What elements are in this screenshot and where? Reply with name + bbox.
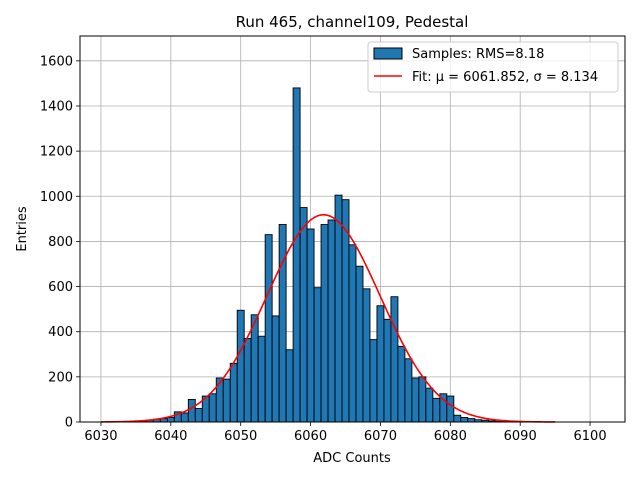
histogram-bar	[383, 318, 392, 423]
y-axis-ticks: 0 200 400 600 800 1000 1200 1400 1600	[40, 54, 80, 431]
histogram-bar	[229, 362, 238, 423]
histogram-bar	[453, 414, 462, 423]
x-tick-label: 6100	[574, 429, 607, 444]
histogram-bar	[355, 265, 364, 423]
x-tick-label: 6040	[154, 429, 187, 444]
histogram-bar	[271, 315, 280, 423]
histogram-bar	[376, 305, 385, 423]
histogram-bar	[278, 224, 287, 423]
histogram-bar	[334, 194, 343, 423]
chart-title: Run 465, channel109, Pedestal	[236, 13, 469, 31]
histogram-bar	[243, 338, 252, 423]
y-tick-label: 1400	[40, 99, 73, 114]
histogram-bar	[299, 207, 308, 423]
histogram-bar	[222, 378, 231, 423]
histogram-bar	[264, 234, 273, 423]
histogram-bar	[257, 335, 266, 423]
y-axis-label: Entries	[15, 206, 30, 252]
histogram-bar	[320, 224, 329, 423]
y-tick-label: 1000	[40, 190, 73, 205]
histogram-bar	[166, 417, 175, 423]
y-tick-label: 200	[48, 370, 73, 385]
y-tick-label: 1200	[40, 145, 73, 160]
histogram-bar	[250, 314, 259, 423]
histogram-bar	[425, 387, 434, 423]
histogram-bar	[446, 395, 455, 423]
x-tick-label: 6030	[84, 429, 117, 444]
x-tick-label: 6050	[224, 429, 257, 444]
gaussian-fit-line	[100, 213, 556, 423]
x-tick-label: 6060	[294, 429, 327, 444]
y-tick-label: 800	[48, 235, 73, 250]
histogram-bar	[236, 309, 245, 423]
histogram-bar	[467, 418, 476, 423]
histogram-bar	[418, 376, 427, 423]
histogram-bar	[285, 349, 294, 423]
legend-label-fit: Fit: μ = 6061.852, σ = 8.134	[412, 70, 598, 85]
x-tick-label: 6070	[364, 429, 397, 444]
x-tick-label: 6090	[504, 429, 537, 444]
histogram-bar	[306, 228, 315, 423]
legend-label-samples: Samples: RMS=8.18	[412, 47, 544, 62]
histogram-bar	[362, 288, 371, 423]
histogram-bar	[194, 408, 203, 423]
histogram-bar	[432, 397, 441, 423]
histogram-bar	[369, 339, 378, 423]
y-tick-label: 0	[65, 416, 73, 431]
y-tick-label: 400	[48, 325, 73, 340]
histogram-bar	[397, 345, 406, 423]
histogram-bar	[327, 219, 336, 423]
histogram-bar	[404, 358, 413, 423]
legend-swatch-samples	[373, 47, 403, 60]
plot-frame	[79, 35, 626, 423]
legend: Samples: RMS=8.18 Fit: μ = 6061.852, σ =…	[367, 41, 619, 93]
histogram-bar	[313, 287, 322, 423]
legend-box	[367, 41, 619, 93]
histogram-bar	[180, 412, 189, 423]
x-tick-label: 6080	[434, 429, 467, 444]
histogram-bars	[131, 87, 511, 423]
x-axis-label: ADC Counts	[313, 451, 391, 466]
histogram-bar	[208, 393, 217, 423]
y-tick-label: 1600	[40, 54, 73, 69]
histogram-bar	[215, 377, 224, 423]
histogram-bar	[390, 296, 399, 423]
histogram-bar	[348, 244, 357, 423]
x-axis-ticks: 6030 6040 6050 6060 6070 6080 6090 6100	[84, 422, 607, 444]
histogram-bar	[187, 398, 196, 423]
y-tick-label: 600	[48, 280, 73, 295]
histogram-bar	[460, 417, 469, 423]
histogram-bar	[292, 87, 301, 423]
histogram-bar	[411, 377, 420, 423]
